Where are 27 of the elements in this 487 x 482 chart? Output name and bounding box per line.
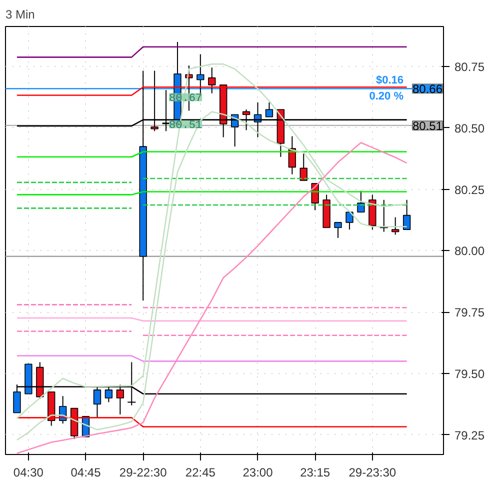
y-tick-label: 80.75: [454, 60, 485, 74]
chart-title: 3 Min: [6, 8, 35, 22]
y-tick-label: 79.75: [454, 306, 485, 320]
candlestick: [334, 222, 342, 238]
x-tick-label: 23:15: [300, 466, 330, 480]
x-tick-label: 04:45: [70, 466, 102, 480]
y-tick-label: 80.25: [454, 182, 485, 197]
candlestick: [300, 153, 308, 181]
x-tick-label: 29-22:30: [119, 466, 168, 480]
annotation: 80.67: [169, 93, 202, 106]
x-tick-label: 04:30: [13, 466, 44, 480]
ref-line-label: 80.66: [412, 82, 443, 96]
x-tick-label: 23:00: [242, 466, 274, 480]
x-tick-label: 29-23:30: [348, 466, 396, 480]
candlestick: [392, 216, 400, 236]
x-tick-label: 22:45: [185, 466, 216, 480]
candlestick: [346, 212, 354, 230]
annotation: 80.51: [169, 120, 202, 132]
annotation: 0.20 %: [369, 90, 404, 103]
ref-line-label: 80.51: [412, 118, 443, 133]
y-tick-label: 80.50: [454, 121, 485, 136]
candlestick: [208, 67, 216, 94]
y-tick-label: 79.25: [454, 428, 485, 442]
y-tick-label: 79.50: [454, 366, 485, 381]
annotation: $0.16: [376, 74, 404, 87]
y-tick-label: 80.00: [454, 244, 485, 258]
candlestick: [402, 199, 411, 230]
